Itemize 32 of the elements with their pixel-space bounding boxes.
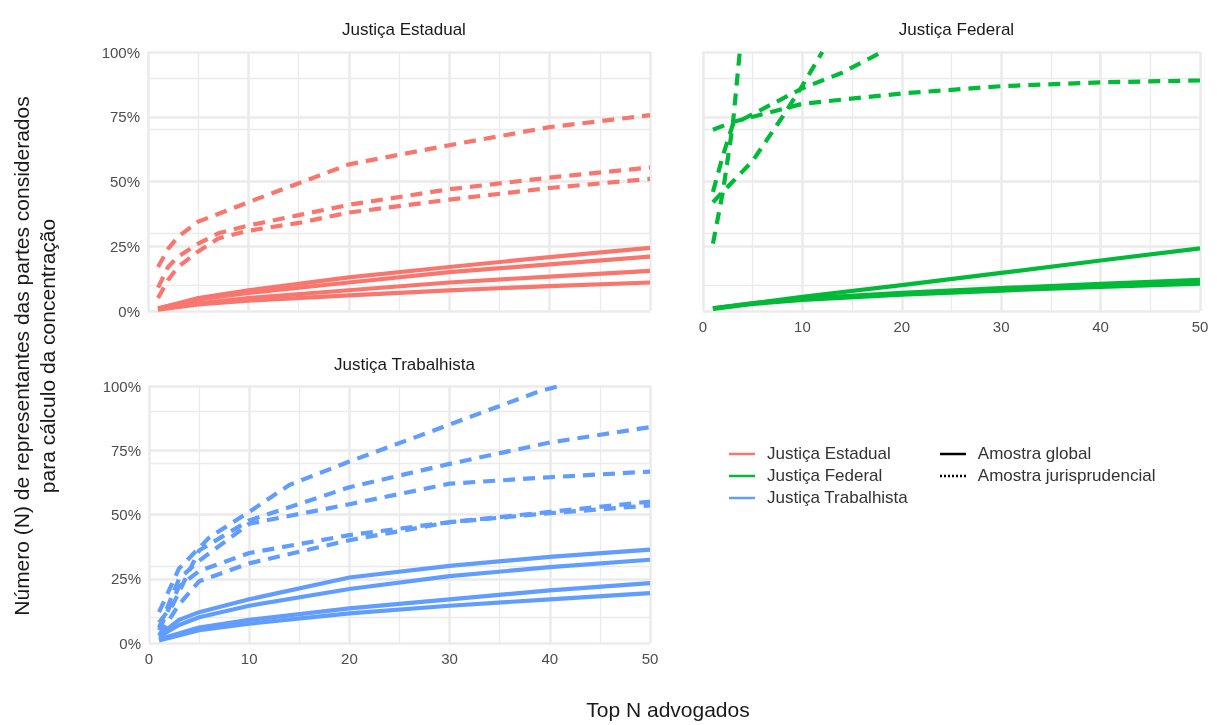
x-tick-label: 50 bbox=[641, 650, 659, 667]
legend-label: Justiça Federal bbox=[767, 466, 883, 486]
y-tick-label: 50% bbox=[109, 173, 140, 190]
y-tick-label: 75% bbox=[109, 108, 140, 126]
x-tick-label: 50 bbox=[1191, 318, 1209, 335]
x-tick-label: 20 bbox=[893, 318, 911, 335]
chart-title: Justiça Estadual bbox=[342, 20, 466, 39]
y-tick-label: 25% bbox=[109, 237, 140, 255]
y-tick-label: 75% bbox=[110, 441, 141, 459]
x-tick-label: 40 bbox=[1092, 318, 1109, 335]
y-tick-label: 50% bbox=[110, 506, 141, 523]
x-tick-label: 40 bbox=[541, 650, 559, 667]
legend-label: Amostra jurisprudencial bbox=[977, 466, 1156, 486]
x-tick-label: 10 bbox=[240, 650, 258, 667]
y-tick-label: 100% bbox=[102, 377, 141, 395]
chart-title: Justiça Federal bbox=[898, 20, 1015, 39]
legend-label: Justiça Trabalhista bbox=[767, 488, 908, 508]
y-axis-title: Número (N) de representantes das partes considerados para cálculo da concentração bbox=[9, 96, 60, 616]
x-tick-label: 20 bbox=[341, 650, 358, 667]
y-tick-label: 25% bbox=[110, 570, 141, 588]
x-axis-title: Top N advogados bbox=[585, 697, 751, 723]
x-tick-label: 0 bbox=[144, 650, 154, 667]
x-tick-label: 30 bbox=[992, 318, 1010, 335]
legend-label: Amostra global bbox=[977, 444, 1092, 464]
y-tick-label: 0% bbox=[118, 302, 140, 320]
x-tick-label: 10 bbox=[794, 318, 811, 335]
legend-label: Justiça Estadual bbox=[767, 444, 891, 464]
x-tick-label: 30 bbox=[441, 650, 458, 667]
y-tick-label: 0% bbox=[119, 634, 141, 652]
y-tick-label: 100% bbox=[101, 43, 140, 61]
chart-title: Justiça Trabalhista bbox=[334, 355, 476, 374]
x-tick-label: 0 bbox=[698, 318, 708, 335]
